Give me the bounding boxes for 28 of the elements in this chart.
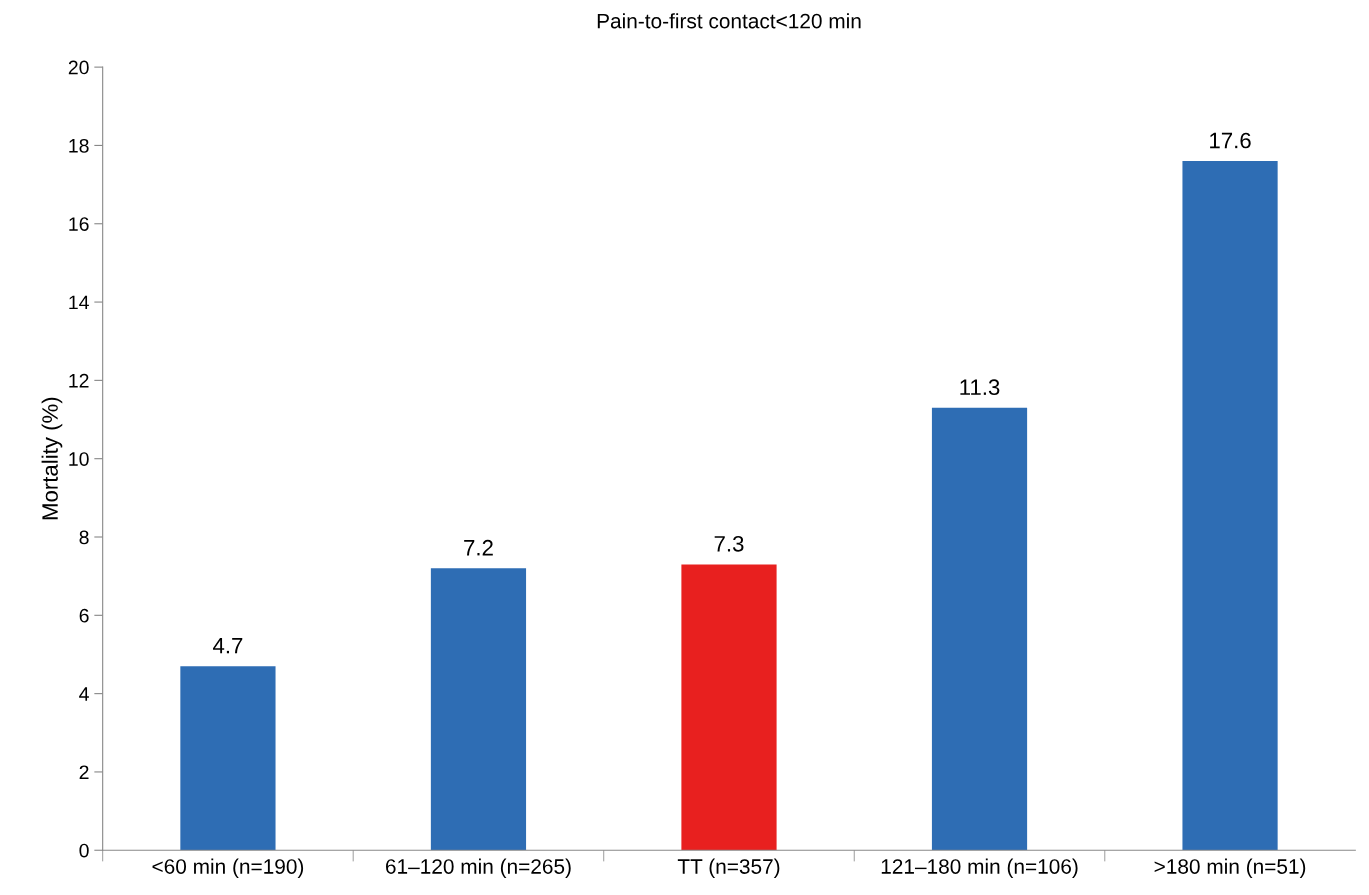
bar [180, 666, 276, 851]
y-tick-label: 10 [69, 452, 89, 466]
x-tick-label: 61–120 min (n=265) [386, 858, 571, 878]
y-tick-label: 18 [69, 138, 89, 153]
data-label: 17.6 [1210, 132, 1251, 149]
y-tick-label: 6 [79, 608, 89, 623]
data-label: 7.3 [714, 535, 744, 552]
x-tick-label: >180 min (n=51) [1154, 858, 1306, 878]
y-tick-label: 14 [69, 295, 89, 310]
y-tick-label: 12 [69, 373, 89, 388]
data-label: 4.7 [213, 637, 243, 654]
x-tick-label: 121–180 min (n=106) [881, 858, 1078, 878]
data-label: 7.2 [464, 539, 493, 556]
y-tick-label: 20 [68, 60, 89, 75]
bar [681, 564, 777, 851]
y-tick-label: 4 [79, 687, 89, 701]
bar [931, 407, 1028, 851]
bar [1182, 161, 1278, 851]
y-tick-label: 8 [79, 530, 89, 545]
bar [430, 568, 527, 851]
chart-title: Pain-to-first contact<120 min [597, 13, 861, 29]
x-tick-label: <60 min (n=190) [152, 858, 304, 878]
y-tick-label: 16 [69, 217, 89, 231]
y-tick-label: 0 [79, 843, 89, 858]
y-tick-label: 2 [79, 765, 89, 779]
data-label: 11.3 [960, 379, 1000, 396]
y-axis-title: Mortality (%) [41, 397, 63, 520]
x-tick-label: TT (n=357) [677, 858, 780, 878]
